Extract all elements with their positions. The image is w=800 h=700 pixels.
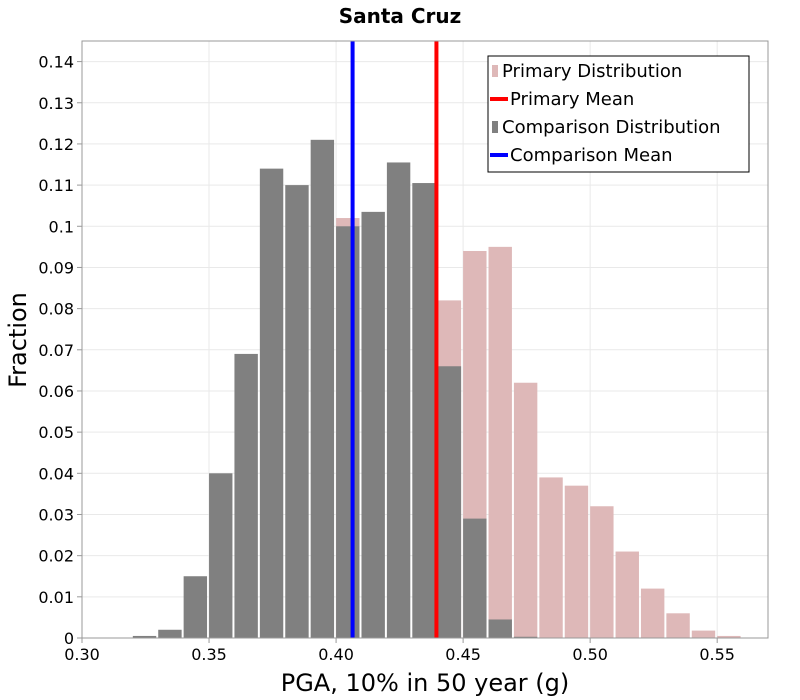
- primary-distribution-bar: [539, 477, 563, 638]
- comparison-distribution-bar: [158, 629, 182, 638]
- primary-distribution-legend-swatch: [492, 65, 498, 77]
- x-tick-label: 0.55: [699, 645, 735, 664]
- primary-distribution-legend-label: Primary Distribution: [502, 61, 682, 82]
- comparison-distribution-bar: [488, 619, 512, 638]
- y-tick-label: 0.02: [38, 547, 74, 566]
- y-tick-label: 0.03: [38, 505, 74, 524]
- primary-distribution-bar: [615, 551, 639, 638]
- comparison-distribution-bar: [183, 576, 208, 638]
- legend: Primary Distribution Primary Mean Comparis…: [487, 55, 750, 173]
- y-tick-label: 0.1: [49, 217, 74, 236]
- y-tick-label: 0.01: [38, 588, 74, 607]
- primary-distribution-bar: [590, 506, 614, 638]
- mean-lines: [350, 41, 439, 638]
- comparison-distribution-bar: [513, 636, 538, 638]
- y-tick-label: 0.05: [38, 423, 74, 442]
- plot-frame: [81, 40, 769, 639]
- primary-distribution-bar: [666, 613, 690, 638]
- comparison-distribution-bar: [209, 473, 233, 638]
- comparison-distribution-bar: [234, 353, 258, 638]
- y-tick-label: 0.08: [38, 300, 74, 319]
- primary-distribution-bar: [717, 635, 741, 638]
- x-tick-label: 0.35: [191, 645, 227, 664]
- primary-distribution-bar: [640, 588, 665, 638]
- comparison-distribution-bar: [285, 185, 309, 638]
- primary-distribution-bar: [488, 246, 512, 639]
- primary-distribution-bar: [691, 630, 716, 638]
- primary-mean-legend-label: Primary Mean: [510, 89, 634, 110]
- x-axis-title: PGA, 10% in 50 year (g): [281, 669, 570, 697]
- comparison-distribution-bar: [437, 366, 462, 638]
- x-tick-label: 0.50: [572, 645, 608, 664]
- chart-title: Santa Cruz: [339, 4, 462, 28]
- comparison-distribution-bar: [336, 226, 360, 638]
- x-tick-label: 0.45: [445, 645, 481, 664]
- y-axis-ticks: 0 0.01 0.02 0.03 0.04 0.05 0.06 0.07 0.08 0.09 0.1…: [38, 53, 82, 648]
- y-tick-label: 0.09: [38, 258, 74, 277]
- comparison-distribution-bar: [310, 139, 335, 639]
- comparison-distribution-bar: [132, 635, 157, 638]
- y-tick-label: 0.11: [38, 176, 74, 195]
- y-tick-label: 0.07: [38, 341, 74, 360]
- y-tick-label: 0.13: [38, 94, 74, 113]
- primary-distribution-bar: [564, 485, 589, 638]
- primary-distribution-bar: [513, 382, 538, 638]
- comparison-distribution-bar: [361, 211, 385, 638]
- x-axis-ticks: 0.30 0.35 0.40 0.45 0.50 0.55: [64, 638, 735, 664]
- y-tick-label: 0: [64, 629, 74, 648]
- comparison-distribution-bar: [259, 168, 284, 639]
- y-tick-label: 0.06: [38, 382, 74, 401]
- x-tick-label: 0.40: [318, 645, 354, 664]
- comparison-distribution-bar: [386, 162, 411, 638]
- comparison-distribution-bar: [412, 183, 436, 638]
- legend-box: [487, 55, 750, 173]
- comparison-distribution-legend-swatch: [492, 121, 498, 133]
- y-axis-title: Fraction: [4, 292, 32, 388]
- y-tick-label: 0.04: [38, 464, 74, 483]
- comparison-distribution-bar: [463, 518, 487, 638]
- y-tick-label: 0.14: [38, 53, 74, 72]
- comparison-distribution-legend-label: Comparison Distribution: [502, 117, 721, 138]
- x-tick-label: 0.30: [64, 645, 100, 664]
- comparison-mean-legend-label: Comparison Mean: [510, 145, 673, 166]
- y-tick-label: 0.12: [38, 135, 74, 154]
